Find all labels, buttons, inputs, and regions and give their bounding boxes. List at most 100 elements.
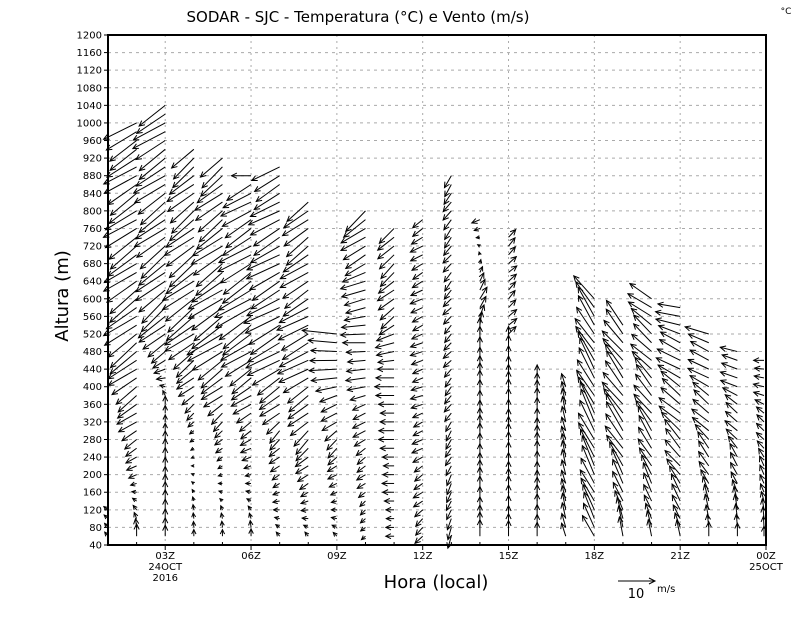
wind-vector-shaft bbox=[444, 236, 452, 249]
wind-vector-head bbox=[755, 431, 763, 439]
wind-vector bbox=[345, 349, 366, 356]
wind-vector-head bbox=[279, 282, 287, 289]
wind-vector-head bbox=[218, 334, 226, 341]
wind-vector bbox=[479, 303, 486, 317]
wind-vector-head bbox=[186, 414, 193, 422]
wind-vector-shaft bbox=[580, 429, 595, 458]
wind-vector bbox=[409, 351, 423, 357]
wind-vector bbox=[632, 323, 652, 344]
wind-vector-shaft bbox=[618, 505, 624, 528]
wind-vector-shaft bbox=[378, 298, 395, 311]
wind-vector-head bbox=[443, 275, 450, 283]
wind-vector-shaft bbox=[603, 388, 624, 414]
wind-vector bbox=[202, 395, 223, 408]
wind-vector bbox=[411, 439, 423, 445]
wind-vector-shaft bbox=[601, 381, 624, 405]
wind-vector-head bbox=[191, 511, 197, 518]
wind-vector bbox=[356, 483, 366, 489]
wind-vector-shaft bbox=[125, 447, 137, 457]
wind-vector-shaft bbox=[115, 386, 137, 405]
wind-vector bbox=[631, 350, 652, 370]
wind-vector-head bbox=[637, 438, 644, 445]
wind-vector-head bbox=[320, 406, 328, 413]
y-tick-label: 1080 bbox=[77, 83, 102, 94]
wind-vector bbox=[560, 512, 567, 528]
wind-vector-shaft bbox=[169, 254, 195, 279]
wind-vector-shaft bbox=[660, 387, 681, 405]
wind-vector bbox=[221, 333, 252, 356]
wind-vector bbox=[278, 368, 309, 383]
wind-vector-shaft bbox=[606, 435, 624, 458]
wind-vector bbox=[660, 387, 681, 405]
wind-vector-shaft bbox=[735, 503, 738, 519]
wind-vector bbox=[752, 357, 764, 364]
wind-vector bbox=[577, 286, 595, 317]
wind-vector-shaft bbox=[203, 395, 223, 408]
wind-vector-head bbox=[321, 425, 329, 432]
wind-vector bbox=[169, 201, 195, 224]
wind-vector bbox=[330, 507, 337, 513]
wind-vector-head bbox=[760, 505, 767, 513]
wind-vector-head bbox=[324, 435, 331, 442]
wind-vector-shaft bbox=[443, 272, 452, 283]
wind-vector-shaft bbox=[356, 456, 366, 465]
wind-vector-head bbox=[217, 304, 225, 311]
wind-vector-shaft bbox=[561, 485, 567, 502]
wind-vector-shaft bbox=[279, 307, 309, 324]
wind-vector bbox=[658, 397, 681, 414]
wind-vector-head bbox=[278, 317, 286, 324]
wind-vector-shaft bbox=[109, 289, 137, 314]
wind-vector-head bbox=[629, 343, 637, 350]
wind-vector-shaft bbox=[142, 333, 166, 350]
wind-vector-head bbox=[281, 292, 289, 299]
wind-vector-shaft bbox=[250, 201, 280, 217]
wind-vector-head bbox=[579, 380, 586, 388]
wind-vector-shaft bbox=[642, 462, 653, 484]
wind-vector bbox=[411, 219, 424, 229]
wind-vector-head bbox=[509, 236, 516, 244]
wind-vector-head bbox=[288, 406, 295, 413]
wind-vector bbox=[132, 175, 166, 194]
wind-vector bbox=[579, 468, 595, 493]
wind-vector-head bbox=[109, 209, 117, 217]
wind-vector bbox=[560, 469, 567, 484]
wind-vector-shaft bbox=[727, 436, 738, 449]
wind-vector-shaft bbox=[443, 298, 452, 307]
wind-vector-head bbox=[193, 335, 200, 342]
wind-vector bbox=[443, 403, 452, 413]
wind-vector-head bbox=[377, 401, 385, 408]
wind-vector bbox=[339, 236, 366, 252]
wind-vector-shaft bbox=[442, 307, 452, 316]
wind-vector bbox=[318, 395, 338, 403]
wind-vector bbox=[216, 456, 223, 462]
wind-vector-head bbox=[239, 440, 247, 446]
wind-vector-head bbox=[758, 455, 765, 463]
wind-vector-head bbox=[187, 421, 194, 428]
wind-vector bbox=[727, 435, 738, 449]
wind-vector bbox=[560, 425, 567, 440]
wind-vector bbox=[296, 474, 309, 483]
wind-vector-head bbox=[443, 198, 450, 206]
wind-vector-head bbox=[192, 269, 200, 276]
wind-vector-shaft bbox=[377, 236, 395, 251]
wind-vector-shaft bbox=[164, 333, 195, 352]
wind-vector bbox=[190, 455, 195, 459]
wind-vector-shaft bbox=[218, 245, 252, 263]
wind-vector bbox=[244, 315, 280, 334]
wind-vector-head bbox=[411, 439, 419, 445]
wind-vector-head bbox=[285, 250, 293, 258]
wind-vector-head bbox=[307, 367, 315, 374]
wind-vector-shaft bbox=[602, 338, 624, 361]
wind-vector-shaft bbox=[442, 263, 452, 273]
wind-vector-shaft bbox=[378, 324, 395, 336]
wind-vector bbox=[219, 263, 252, 284]
wind-vector bbox=[627, 301, 652, 317]
wind-vector bbox=[166, 192, 195, 213]
wind-vector bbox=[346, 358, 366, 365]
wind-vector-head bbox=[195, 280, 203, 288]
wind-vector-shaft bbox=[576, 359, 595, 387]
reference-value: 10 bbox=[628, 587, 645, 602]
wind-vector bbox=[320, 412, 338, 422]
wind-vector-head bbox=[360, 535, 366, 541]
wind-vector-head bbox=[283, 302, 291, 309]
